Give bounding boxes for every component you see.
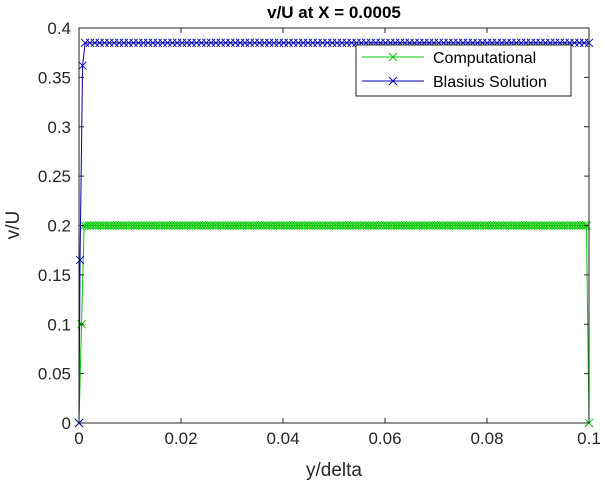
y-tick-label: 0.2 [47, 217, 71, 236]
y-tick-label: 0.25 [38, 167, 71, 186]
x-tick-label: 0.02 [164, 429, 197, 448]
x-tick-label: 0.08 [470, 429, 503, 448]
data-point-blasius-solution [75, 255, 85, 265]
y-tick-label: 0.3 [47, 118, 71, 137]
legend-box [355, 44, 572, 97]
x-tick-label: 0.06 [368, 429, 401, 448]
chart-title: v/U at X = 0.0005 [267, 3, 401, 22]
x-tick-label: 0.04 [266, 429, 299, 448]
y-tick-label: 0 [62, 414, 71, 433]
legend-marker-computational [388, 52, 398, 62]
y-tick-label: 0.1 [47, 315, 71, 334]
y-tick-label: 0.35 [38, 68, 71, 87]
y-tick-label: 0.15 [38, 266, 71, 285]
data-point-computational [579, 221, 589, 230]
x-axis-label: y/delta [306, 460, 362, 481]
series-layer [74, 38, 594, 428]
series-computational [74, 221, 594, 428]
y-axis-label: v/U [3, 211, 24, 240]
y-tick-label: 0.05 [38, 365, 71, 384]
data-point-blasius-solution [78, 61, 87, 70]
x-tick-label: 0.1 [577, 429, 601, 448]
y-tick-label: 0.4 [47, 19, 71, 38]
legend: Computational Blasius Solution [355, 44, 572, 97]
series-line-blasius-solution [78, 42, 589, 424]
ticks-layer: 0 0.02 0.04 0.06 0.08 0.1 0 0.05 0.1 0.15 0.2 0.25 0… [38, 19, 601, 448]
legend-marker-blasius-solution [388, 76, 398, 86]
legend-label-computational: Computational [433, 50, 536, 67]
legend-label-blasius-solution: Blasius Solution [433, 74, 547, 91]
x-tick-label: 0 [74, 429, 83, 448]
legend-entries: Computational Blasius Solution [362, 50, 547, 91]
